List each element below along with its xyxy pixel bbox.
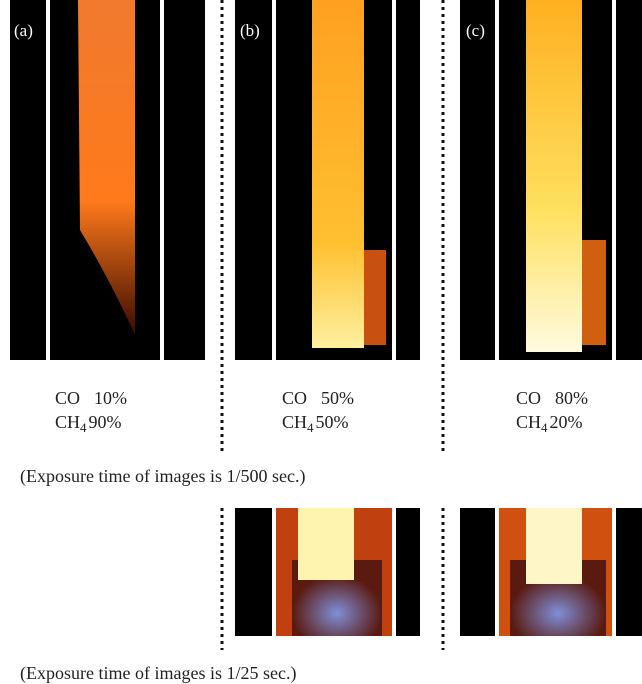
flame (582, 240, 606, 345)
composition: CO 10% (55, 388, 127, 408)
tube-wall (495, 508, 499, 636)
gas: CH (516, 412, 541, 432)
tube-wall (612, 0, 616, 360)
composition: CO 80% (516, 388, 588, 408)
gas: CH (55, 412, 80, 432)
gas: CH (282, 412, 307, 432)
tube-wall (272, 508, 276, 636)
caption: (Exposure time of images is 1/500 sec.) (20, 466, 305, 487)
gas: CO (282, 388, 307, 408)
subscript: 4 (307, 420, 314, 435)
panel-label: (c) (466, 21, 485, 40)
tube-wall (495, 0, 499, 360)
subscript: 4 (541, 420, 548, 435)
gas: CO (55, 388, 80, 408)
panel-label: (b) (240, 21, 260, 40)
panel-label: (a) (14, 21, 33, 40)
photos (10, 0, 642, 636)
flame (526, 0, 582, 352)
tube-wall (392, 0, 396, 360)
composition: CO 50% (282, 388, 354, 408)
tube-wall (612, 508, 616, 636)
value: 20% (550, 412, 583, 432)
value: 50% (321, 388, 354, 408)
value: 80% (555, 388, 588, 408)
gas: CO (516, 388, 541, 408)
flame (526, 508, 582, 584)
value: 10% (94, 388, 127, 408)
subscript: 4 (80, 420, 87, 435)
tube-wall (392, 508, 396, 636)
flame (312, 0, 364, 348)
tube-wall (272, 0, 276, 360)
flame (364, 250, 386, 345)
value: 90% (89, 412, 122, 432)
figure: (Exposure time of images is 1/500 sec.) … (0, 0, 642, 684)
tube-wall (46, 0, 50, 360)
flame (298, 508, 354, 580)
caption: (Exposure time of images is 1/25 sec.) (20, 663, 296, 684)
value: 50% (316, 412, 349, 432)
tube-wall (160, 0, 164, 360)
